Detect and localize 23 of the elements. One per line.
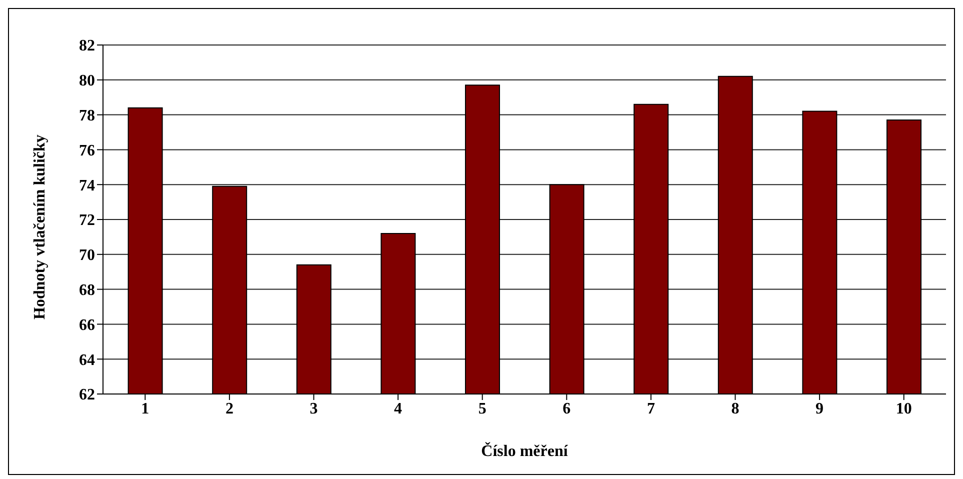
x-axis-title: Číslo měření: [481, 442, 568, 460]
y-tick-label: 62: [79, 386, 95, 404]
y-tick-label: 82: [79, 38, 95, 55]
x-tick-label: 3: [310, 400, 318, 418]
x-tick-label: 5: [478, 400, 486, 418]
x-tick-label: 1: [141, 400, 150, 418]
y-axis-title: Hodnoty vtlačením kuličky: [32, 134, 49, 320]
y-tick-label: 74: [79, 177, 95, 194]
y-tick-label: 72: [79, 212, 95, 230]
x-tick-label: 10: [896, 400, 912, 418]
y-tick-label: 70: [79, 247, 95, 264]
x-tick-label: 2: [225, 400, 234, 418]
y-tick-label: 78: [79, 107, 95, 124]
x-tick-label: 6: [562, 400, 571, 418]
x-tick-label: 4: [394, 400, 402, 418]
x-tick-label: 9: [816, 400, 824, 418]
y-tick-label: 64: [79, 352, 95, 369]
x-tick-label: 8: [731, 400, 740, 418]
y-tick-label: 76: [79, 142, 95, 160]
y-tick-label: 68: [79, 282, 95, 299]
x-tick-label: 7: [646, 400, 655, 418]
y-tick-label: 66: [79, 316, 95, 334]
y-tick-label: 80: [79, 72, 95, 90]
